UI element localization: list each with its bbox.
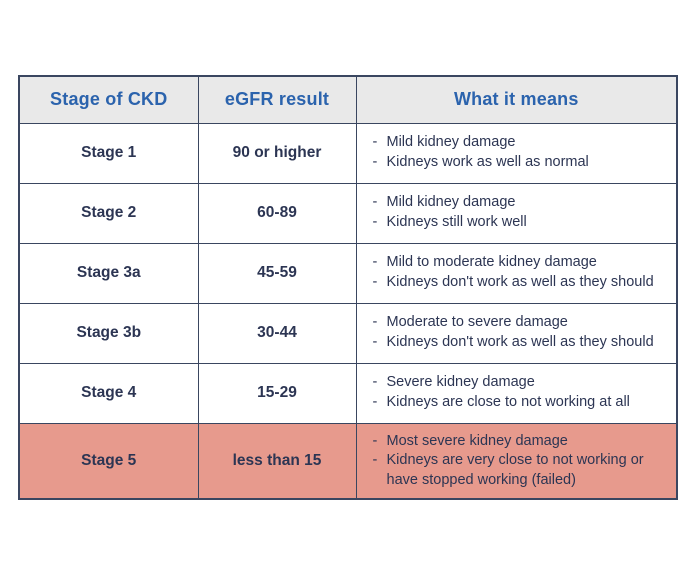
bullet-dash: -: [372, 274, 378, 290]
egfr-cell: 45-59: [197, 242, 357, 304]
egfr-cell: 60-89: [197, 182, 357, 244]
bullet-dash: -: [372, 452, 378, 469]
bullet-text: Severe kidney damage: [386, 374, 535, 391]
bullet-text: Mild kidney damage: [386, 134, 516, 151]
bullet-text: Moderate to severe damage: [386, 314, 568, 331]
table-row: Stage 2 60-89 - Mild kidney damage - Kidney…: [18, 182, 678, 244]
bullet-text: Kidneys don't work as well as they shoul…: [386, 334, 654, 350]
table-body: Stage 1 90 or higher - Mild kidney damage…: [18, 122, 678, 500]
means-cell: - Severe kidney damage - Kidneys are close …: [355, 362, 678, 424]
table-row: Stage 1 90 or higher - Mild kidney damage…: [18, 122, 678, 184]
means-cell: - Most severe kidney damage - Kidneys are v…: [355, 422, 678, 500]
bullet-dash: -: [372, 254, 378, 271]
stage-cell: Stage 3b: [18, 302, 199, 364]
bullet-point: - Kidneys don't work as well as they shou…: [373, 333, 667, 353]
table-row: Stage 4 15-29 - Severe kidney damage - Kidn…: [18, 362, 678, 424]
egfr-cell: 30-44: [197, 302, 357, 364]
stage-cell: Stage 5: [18, 422, 199, 500]
table-row: Stage 3a 45-59 - Mild to moderate kidney …: [18, 242, 678, 304]
bullet-dash: -: [372, 334, 378, 350]
stage-cell: Stage 2: [18, 182, 199, 244]
bullet-text: Kidneys work as well as normal: [386, 154, 589, 170]
bullet-text: Kidneys are very close to not working or…: [386, 452, 644, 488]
bullet-text: Mild to moderate kidney damage: [386, 254, 597, 271]
bullet-point: - Kidneys work as well as normal: [373, 153, 667, 173]
bullet-point: - Mild to moderate kidney damage: [373, 253, 667, 273]
bullet-point: - Mild kidney damage: [373, 193, 667, 213]
column-header-meaning: What it means: [355, 75, 678, 124]
egfr-cell: less than 15: [197, 422, 357, 500]
bullet-point: - Kidneys are close to not working at all: [373, 393, 667, 413]
bullet-point: - Kidneys still work well: [373, 213, 667, 233]
bullet-text: Most severe kidney damage: [386, 432, 568, 449]
bullet-point: - Kidneys don't work as well as they shou…: [373, 273, 667, 293]
bullet-point: - Severe kidney damage: [373, 373, 667, 393]
means-cell: - Moderate to severe damage - Kidneys don't…: [355, 302, 678, 364]
bullet-dash: -: [372, 314, 378, 331]
egfr-cell: 90 or higher: [197, 122, 357, 184]
bullet-point: - Most severe kidney damage: [373, 432, 667, 452]
bullet-dash: -: [372, 154, 378, 170]
bullet-dash: -: [372, 194, 378, 211]
bullet-text: Kidneys don't work as well as they shoul…: [386, 274, 654, 290]
bullet-dash: -: [372, 374, 378, 391]
bullet-dash: -: [372, 394, 378, 410]
bullet-dash: -: [372, 432, 378, 449]
bullet-point: - Mild kidney damage: [373, 133, 667, 153]
bullet-dash: -: [372, 134, 378, 151]
bullet-text: Kidneys still work well: [386, 214, 527, 230]
stage-cell: Stage 1: [18, 122, 199, 184]
ckd-stages-table: Stage of CKD eGFR result What it means S…: [18, 75, 678, 501]
table-row: Stage 3b 30-44 - Moderate to severe damag…: [18, 302, 678, 364]
bullet-point: - Kidneys are very close to not working o…: [373, 451, 667, 490]
bullet-point: - Moderate to severe damage: [373, 313, 667, 333]
bullet-text: Mild kidney damage: [386, 194, 516, 211]
stage-cell: Stage 3a: [18, 242, 199, 304]
means-cell: - Mild kidney damage - Kidneys work as well…: [355, 122, 678, 184]
column-header-egfr: eGFR result: [197, 75, 357, 124]
stage-cell: Stage 4: [18, 362, 199, 424]
table-header-row: Stage of CKD eGFR result What it means: [18, 75, 678, 124]
bullet-text: Kidneys are close to not working at all: [386, 394, 630, 410]
egfr-cell: 15-29: [197, 362, 357, 424]
bullet-dash: -: [372, 214, 378, 230]
table-row: Stage 5 less than 15 - Most severe kidney…: [18, 422, 678, 500]
column-header-stage: Stage of CKD: [18, 75, 199, 124]
means-cell: - Mild to moderate kidney damage - Kidneys …: [355, 242, 678, 304]
means-cell: - Mild kidney damage - Kidneys still work w…: [355, 182, 678, 244]
